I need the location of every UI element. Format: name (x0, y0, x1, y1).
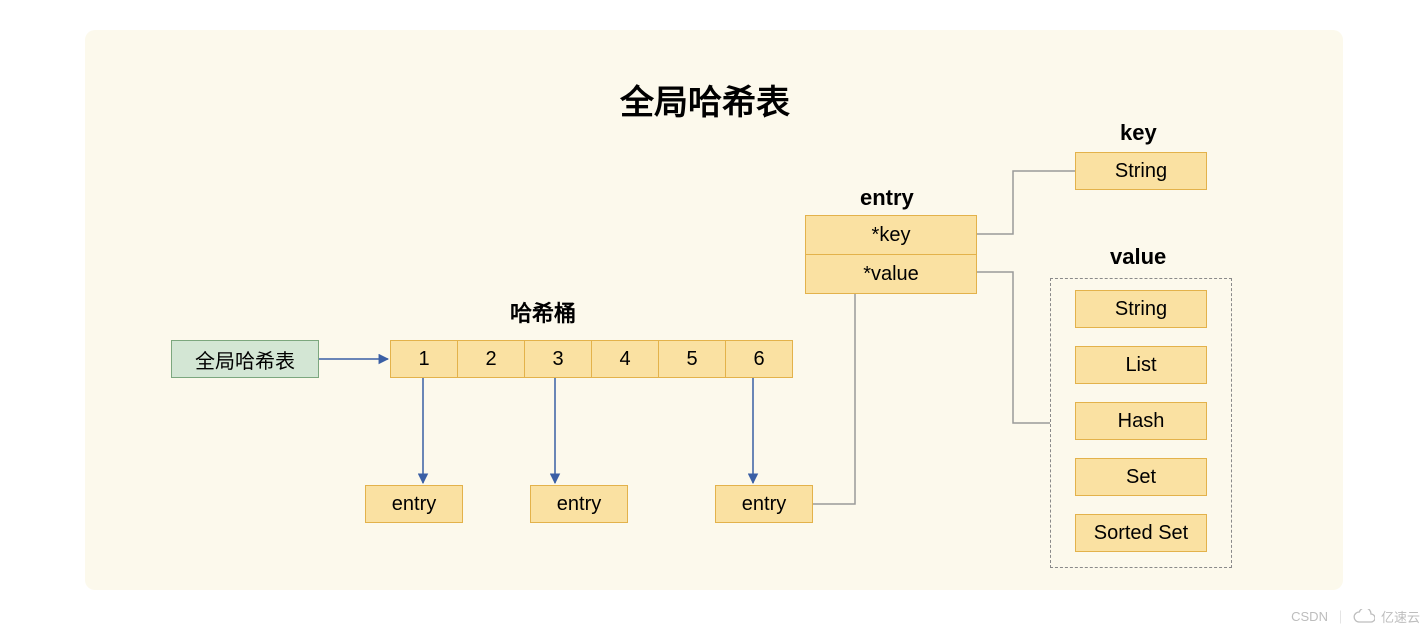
value-type-box: List (1075, 346, 1207, 384)
key-type-box: String (1075, 152, 1207, 190)
value-type-label: List (1125, 354, 1156, 377)
bucket-cell-label: 1 (418, 348, 429, 371)
bucket-row: 1 2 3 4 5 6 (390, 340, 793, 378)
bucket-cell: 2 (458, 340, 525, 378)
entry-value-row: *value (806, 255, 976, 293)
bucket-cell-label: 5 (686, 348, 697, 371)
value-type-box: Hash (1075, 402, 1207, 440)
bucket-cell: 5 (659, 340, 726, 378)
entry-box-label: entry (557, 493, 601, 516)
value-type-label: Sorted Set (1094, 522, 1189, 545)
bucket-cell: 4 (592, 340, 659, 378)
connector-key (977, 171, 1075, 234)
bucket-cell: 3 (525, 340, 592, 378)
value-type-label: Hash (1118, 410, 1165, 433)
cloud-icon (1353, 609, 1375, 625)
value-heading: value (1110, 244, 1166, 270)
entry-key-row: *key (806, 216, 976, 255)
bucket-cell-label: 4 (619, 348, 630, 371)
entry-value-label: *value (863, 263, 919, 286)
value-type-label: String (1115, 298, 1167, 321)
value-type-box: Set (1075, 458, 1207, 496)
key-heading: key (1120, 120, 1157, 146)
value-type-label: Set (1126, 466, 1156, 489)
bucket-heading: 哈希桶 (510, 296, 576, 328)
root-hash-table-box: 全局哈希表 (171, 340, 319, 378)
value-type-box: Sorted Set (1075, 514, 1207, 552)
watermark-separator: ｜ (1334, 607, 1347, 626)
key-type-label: String (1115, 160, 1167, 183)
watermark-left: CSDN (1291, 609, 1328, 624)
watermark: CSDN ｜ 亿速云 (1291, 607, 1420, 626)
bucket-cell-label: 3 (552, 348, 563, 371)
bucket-cell: 6 (726, 340, 793, 378)
diagram-canvas: 全局哈希表 全局哈希表 哈希桶 1 2 3 4 5 6 entry entry … (85, 30, 1343, 590)
entry-box: entry (715, 485, 813, 523)
connector-value (977, 272, 1050, 423)
bucket-cell-label: 6 (753, 348, 764, 371)
entry-box-label: entry (392, 493, 436, 516)
entry-box: entry (365, 485, 463, 523)
entry-box: entry (530, 485, 628, 523)
connector-entry-to-detail (813, 291, 855, 504)
root-hash-table-label: 全局哈希表 (195, 345, 295, 374)
bucket-cell: 1 (390, 340, 458, 378)
entry-heading: entry (860, 185, 914, 211)
value-type-box: String (1075, 290, 1207, 328)
watermark-right: 亿速云 (1381, 607, 1420, 626)
entry-box-label: entry (742, 493, 786, 516)
entry-detail-table: *key *value (805, 215, 977, 294)
entry-key-label: *key (872, 224, 911, 247)
diagram-title: 全局哈希表 (620, 75, 790, 124)
bucket-cell-label: 2 (485, 348, 496, 371)
